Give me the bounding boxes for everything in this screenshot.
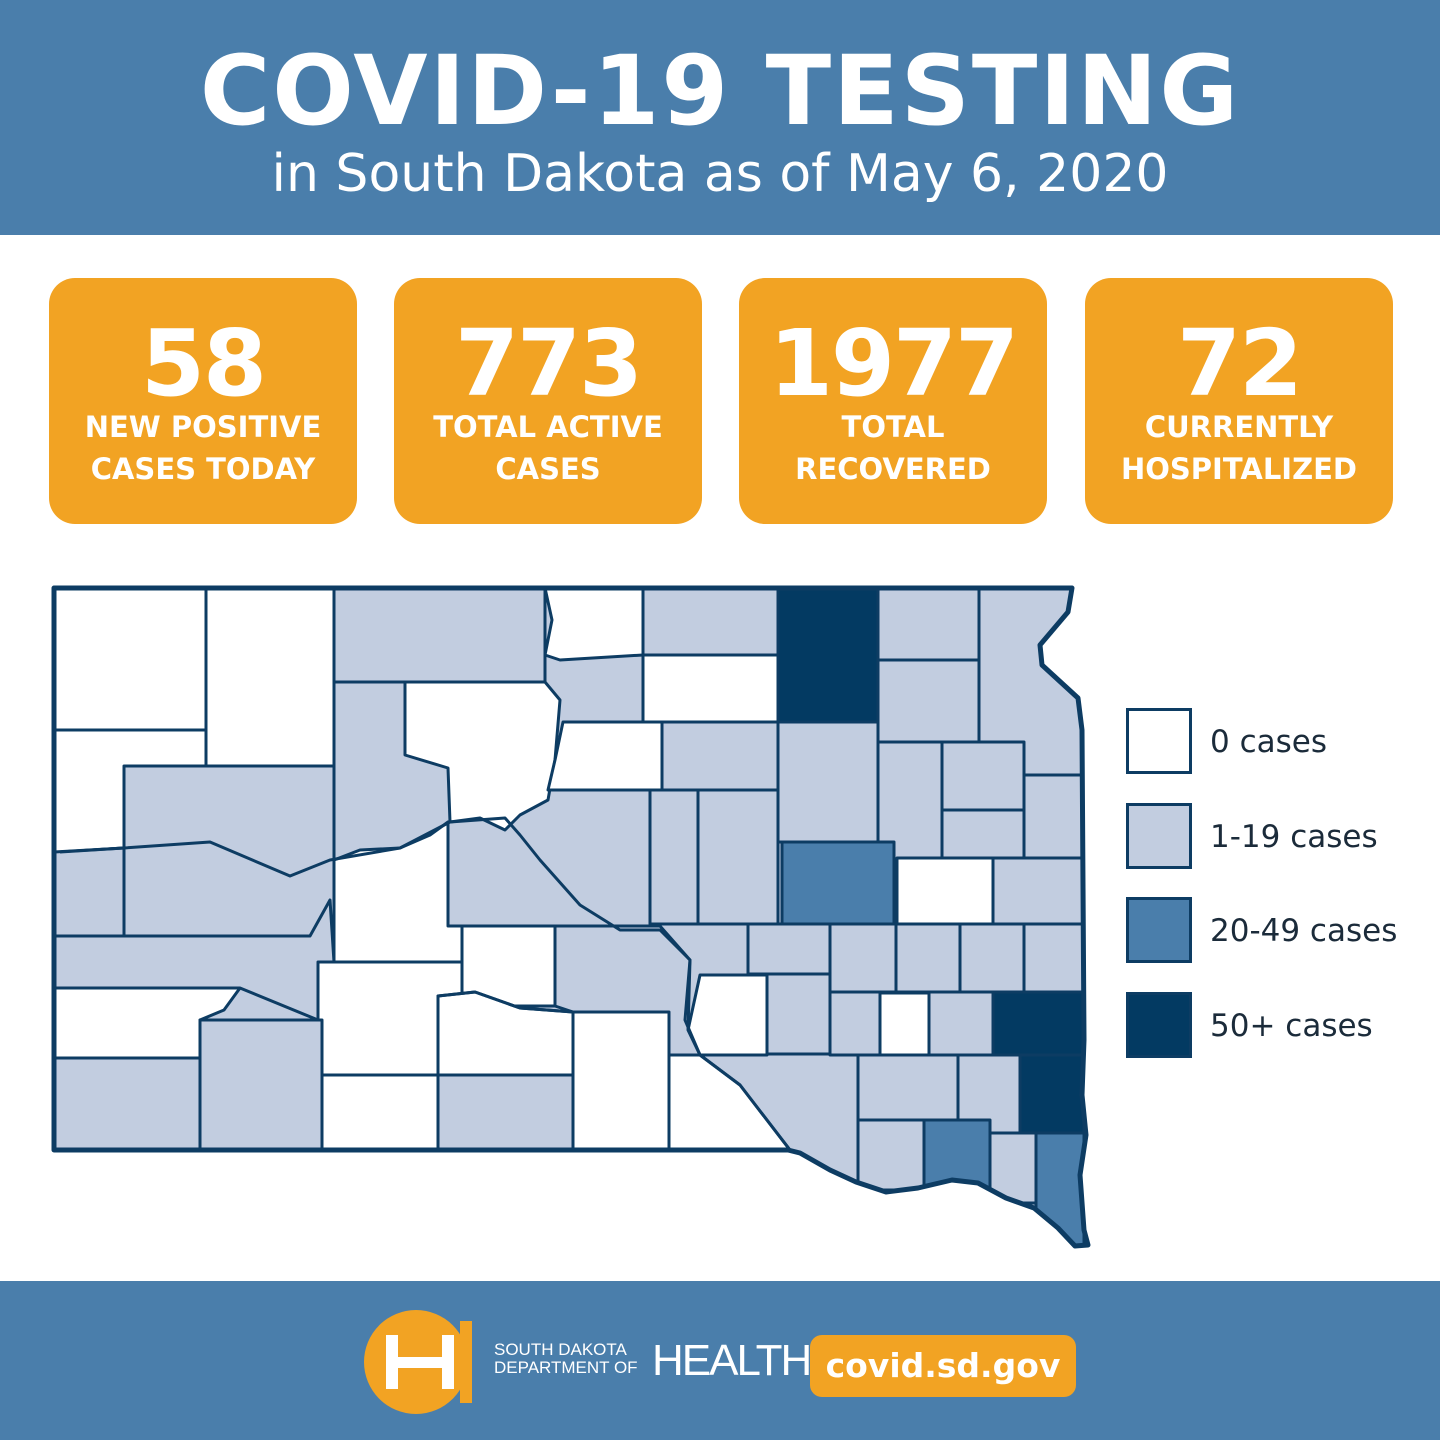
logo-text-line1: SOUTH DAKOTA [494,1340,627,1359]
legend-swatch [1126,708,1192,774]
state-outline [51,585,1091,1249]
stat-label-line1: TOTAL [841,410,945,444]
county-todd-west [436,1073,575,1157]
stat-label-line1: TOTAL ACTIVE [433,410,663,444]
south-dakota-county-map [51,585,1091,1249]
county-brookings [991,856,1086,926]
stat-label-line1: NEW POSITIVE [84,410,322,444]
website-link[interactable]: covid.sd.gov [810,1335,1076,1397]
county-day [876,658,981,744]
county-hutchinson [856,1053,960,1122]
county-sanborn [746,922,832,976]
county-edmunds [641,653,780,725]
county-mccook [878,991,931,1057]
county-spink-north [660,720,780,794]
county-minnehaha [991,990,1086,1057]
county-perkins [204,588,336,768]
stat-value: 72 [1176,310,1303,417]
stat-value: 773 [454,310,643,417]
sd-health-logo-icon [364,1310,472,1414]
stat-label-line2: RECOVERED [795,452,991,486]
stat-label-line1: CURRENTLY [1144,410,1334,444]
legend-label: 20-49 cases [1210,913,1398,949]
county-lawrence [54,846,126,938]
county-mccook-east [927,990,995,1057]
county-marshall [876,588,981,662]
county-hamlin-north [940,808,1026,860]
stat-label: NEW POSITIVE CASES TODAY [59,406,347,490]
county-deuel [1022,773,1086,860]
county-hand [648,788,700,926]
county-brown [776,588,880,724]
county-todd [571,1010,671,1157]
legend-swatch [1126,992,1192,1058]
stat-value: 58 [140,310,267,417]
county-beadle-west [696,788,780,926]
legend-label: 0 cases [1210,724,1327,760]
stat-value: 1977 [768,310,1019,417]
county-hamlin [895,856,995,926]
county-lincoln [1018,1053,1086,1135]
legend-item-20-49-cases: 20-49 cases [1126,897,1426,967]
page-subtitle: in South Dakota as of May 6, 2020 [271,144,1169,204]
footer-banner: SOUTH DAKOTA DEPARTMENT OF HEALTH covid.… [0,1281,1440,1440]
legend-item-50-plus-cases: 50+ cases [1126,992,1426,1062]
county-potter [403,680,562,832]
legend-label: 50+ cases [1210,1008,1373,1044]
county-fall-river [54,1056,202,1157]
county-spink [776,720,880,844]
county-moody [958,922,1026,994]
county-beadle [780,840,896,926]
county-aurora [686,973,769,1057]
county-davison [765,972,832,1056]
legend-item-1-19-cases: 1-19 cases [1126,803,1426,873]
stat-label: TOTAL RECOVERED [749,406,1037,490]
stat-label-line2: HOSPITALIZED [1120,452,1357,486]
county-pennington [54,898,336,1022]
county-harding [54,588,208,732]
county-faulk [546,720,664,792]
stat-label-line2: CASES [495,452,601,486]
stat-label: CURRENTLY HOSPITALIZED [1095,406,1383,490]
white-river-line [437,990,574,1014]
legend-swatch [1126,803,1192,869]
county-bennett [320,1073,440,1157]
logo-text-line2: DEPARTMENT OF [494,1358,638,1377]
stat-label-line2: CASES TODAY [90,452,316,486]
county-mcpherson [641,588,780,657]
legend-swatch [1126,897,1192,963]
logo-text-health: HEALTH [652,1336,812,1385]
header-banner: COVID-19 TESTING in South Dakota as of M… [0,0,1440,235]
legend-item-0-cases: 0 cases [1126,708,1426,778]
county-campbell [543,588,645,662]
county-lake [894,922,962,994]
missouri-river-line [59,816,792,1151]
page-title: COVID-19 TESTING [199,35,1241,147]
stat-card-total-recovered: 1977 TOTAL RECOVERED [739,278,1047,524]
county-bon-homme [856,1118,926,1192]
legend-label: 1-19 cases [1210,819,1378,855]
stat-card-hospitalized: 72 CURRENTLY HOSPITALIZED [1085,278,1393,524]
county-corson [332,588,547,684]
stat-card-new-positive: 58 NEW POSITIVE CASES TODAY [49,278,357,524]
county-oglala-lakota [198,1018,324,1157]
stat-card-total-active: 773 TOTAL ACTIVE CASES [394,278,702,524]
county-miner [828,922,898,994]
county-codington [940,740,1026,812]
stat-label: TOTAL ACTIVE CASES [404,406,692,490]
county-hanson [828,990,882,1057]
